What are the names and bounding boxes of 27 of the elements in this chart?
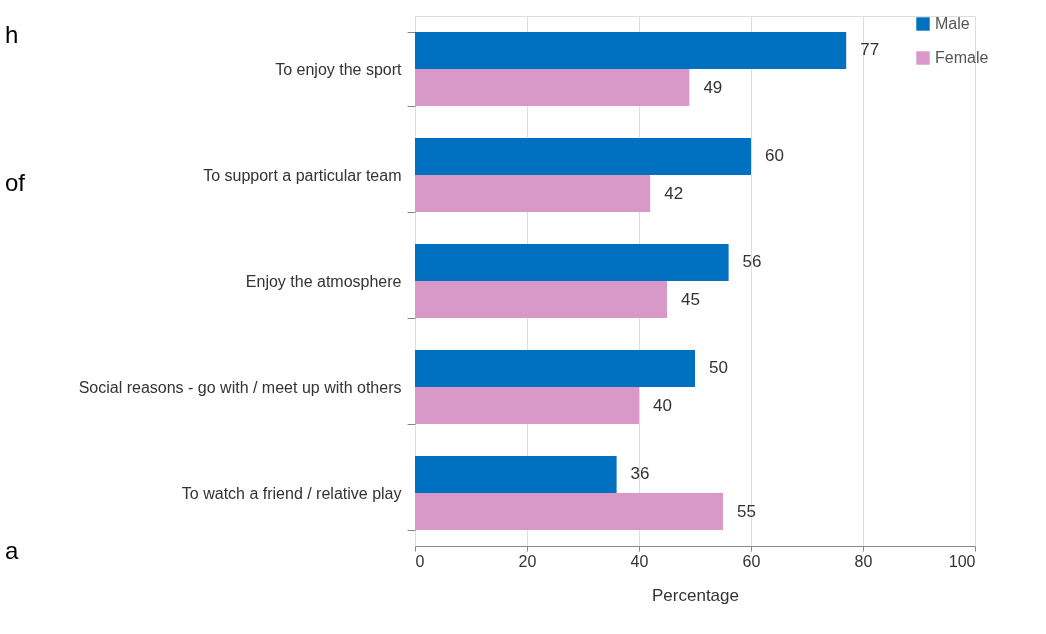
y-tick-label: To support a particular team bbox=[203, 166, 402, 184]
data-label: 36 bbox=[630, 464, 650, 484]
x-tick-label: 20 bbox=[518, 552, 537, 570]
data-label: 50 bbox=[709, 358, 728, 378]
data-label: 55 bbox=[737, 501, 756, 521]
legend-label: Male bbox=[935, 15, 970, 32]
data-label: 56 bbox=[742, 252, 762, 272]
x-tick-label: 80 bbox=[854, 552, 873, 570]
x-tick-label: 100 bbox=[948, 552, 976, 570]
y-tick-label: Social reasons - go with / meet up with others bbox=[78, 378, 402, 396]
y-tick-label: To watch a friend / relative play bbox=[181, 484, 402, 502]
text: h bbox=[5, 21, 19, 48]
x-axis-title: Percentage bbox=[652, 585, 739, 605]
data-label: 42 bbox=[664, 183, 684, 203]
data-label: 40 bbox=[653, 395, 672, 415]
y-tick-label: To enjoy the sport bbox=[275, 60, 403, 78]
legend-label: Female bbox=[935, 49, 989, 66]
text: a bbox=[5, 537, 19, 564]
y-tick-label: Enjoy the atmosphere bbox=[245, 272, 402, 290]
data-label: 49 bbox=[703, 77, 723, 97]
x-tick-label: 60 bbox=[742, 552, 761, 570]
text: of bbox=[5, 169, 26, 196]
data-label: 60 bbox=[765, 146, 784, 166]
x-tick-label: 40 bbox=[630, 552, 649, 570]
data-label: 77 bbox=[860, 40, 880, 60]
data-label: 45 bbox=[681, 289, 700, 309]
x-tick-label: 0 bbox=[415, 552, 425, 570]
